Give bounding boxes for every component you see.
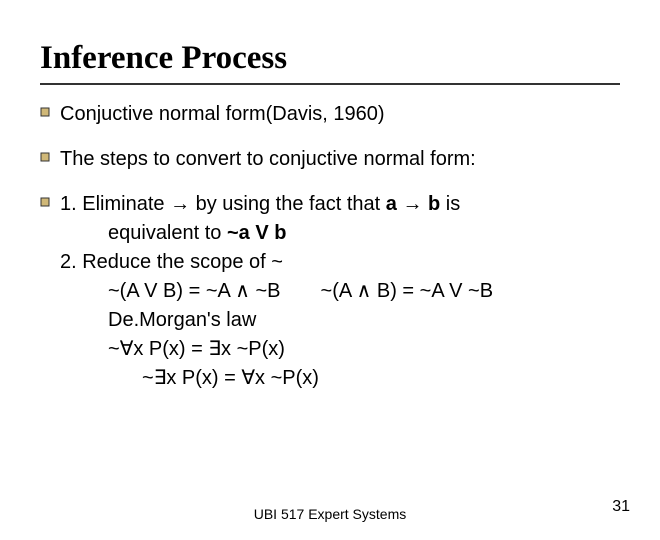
intro-text: Conjuctive normal form(Davis, 1960) — [60, 101, 385, 128]
t: ~ — [108, 338, 120, 360]
t: ~a V b — [227, 222, 286, 244]
steps-block: 1. Eliminate → by using the fact that a … — [40, 191, 620, 394]
step-2-line4: ~∃x P(x) = ∀x ~P(x) — [60, 365, 493, 392]
t: x P(x) = — [133, 338, 208, 360]
step-1-line2: equivalent to ~a V b — [60, 220, 493, 247]
page-number: 31 — [612, 498, 630, 516]
t: is — [440, 193, 460, 215]
arrow-icon: → — [402, 193, 422, 215]
exists-icon: ∃ — [208, 338, 221, 360]
step-2-line1: 2. Reduce the scope of ~ — [60, 249, 493, 276]
step-2-line3: ~∀x P(x) = ∃x ~P(x) — [60, 336, 493, 363]
wedge-icon: ∧ — [357, 280, 372, 302]
t: B) = ~A V ~B — [371, 280, 493, 302]
t: ~(A V B) = ~A — [108, 280, 235, 302]
arrow-icon: → — [170, 193, 190, 215]
step-1-line1: 1. Eliminate → by using the fact that a … — [60, 191, 493, 218]
intro-block: Conjuctive normal form(Davis, 1960) — [40, 101, 620, 128]
steps-text: 1. Eliminate → by using the fact that a … — [60, 191, 493, 394]
slide: Inference Process Conjuctive normal form… — [0, 0, 660, 540]
demorgan-left: ~(A V B) = ~A ∧ ~B — [108, 278, 281, 305]
step-2-demorgan: De.Morgan's law — [60, 307, 493, 334]
bullet-icon — [40, 152, 50, 162]
t: ~(A — [321, 280, 357, 302]
t: 1. Eliminate — [60, 193, 170, 215]
intro2-text: The steps to convert to conjuctive norma… — [60, 146, 476, 173]
t: by using the fact that — [190, 193, 386, 215]
t: b — [422, 193, 440, 215]
intro2-block: The steps to convert to conjuctive norma… — [40, 146, 620, 173]
exists-icon: ∃ — [154, 367, 167, 389]
bullet-icon — [40, 197, 50, 207]
slide-title: Inference Process — [40, 40, 620, 85]
step-2-line2: ~(A V B) = ~A ∧ ~B ~(A ∧ B) = ~A V ~B — [60, 278, 493, 305]
t: equivalent to — [108, 222, 227, 244]
t: a — [386, 193, 403, 215]
t: x ~P(x) — [255, 367, 319, 389]
forall-icon: ∀ — [120, 338, 134, 360]
forall-icon: ∀ — [241, 367, 255, 389]
wedge-icon: ∧ — [235, 280, 250, 302]
t: x P(x) = — [166, 367, 241, 389]
t: ~B — [250, 280, 281, 302]
bullet-icon — [40, 107, 50, 117]
t: x ~P(x) — [221, 338, 285, 360]
demorgan-right: ~(A ∧ B) = ~A V ~B — [321, 278, 494, 305]
slide-footer: UBI 517 Expert Systems — [0, 506, 660, 522]
slide-body: Conjuctive normal form(Davis, 1960) The … — [40, 101, 620, 394]
t: ~ — [142, 367, 154, 389]
